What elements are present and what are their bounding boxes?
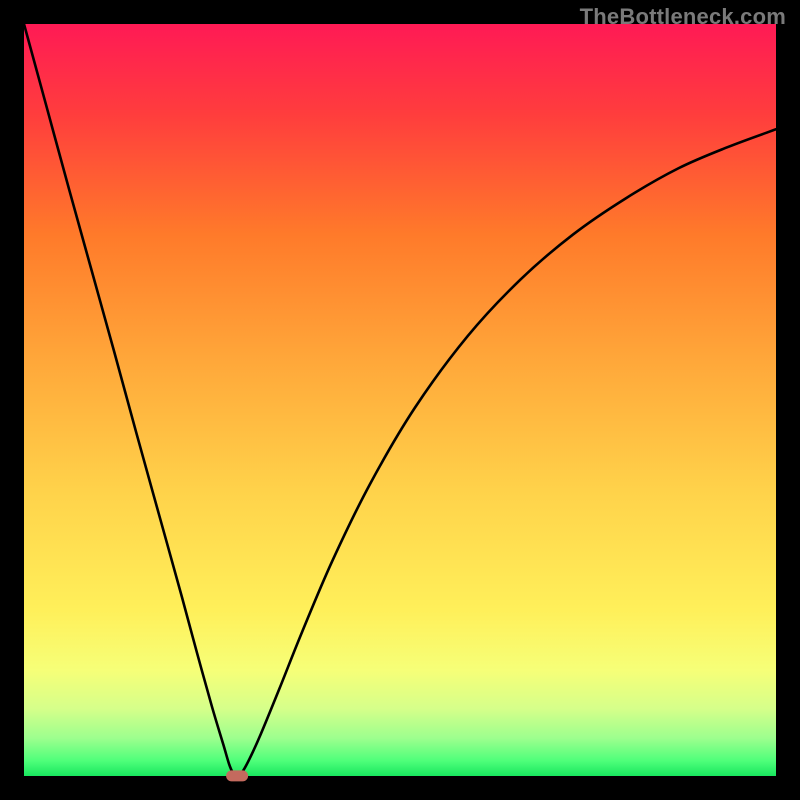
figure-frame: TheBottleneck.com bbox=[0, 0, 800, 800]
curve-layer bbox=[24, 24, 776, 776]
curve-right-branch bbox=[237, 129, 776, 776]
curve-left-branch bbox=[24, 24, 237, 776]
plot-area bbox=[24, 24, 776, 776]
minimum-marker bbox=[226, 770, 248, 781]
